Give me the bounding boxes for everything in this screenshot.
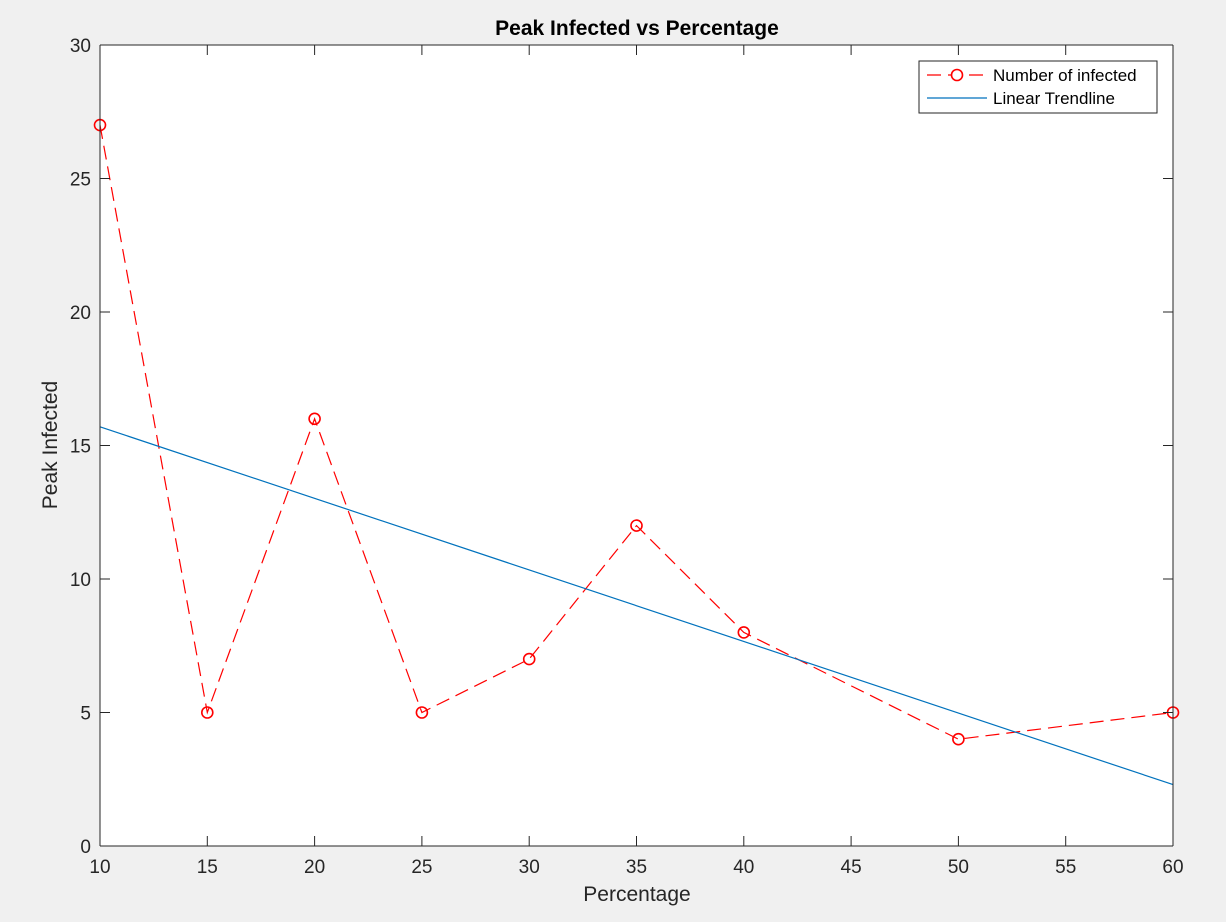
legend-entry-label: Number of infected <box>993 66 1137 85</box>
legend: Number of infected Linear Trendline <box>918 60 1158 114</box>
x-tick-label: 50 <box>948 857 969 878</box>
data-point <box>737 626 751 639</box>
data-point <box>201 706 214 719</box>
y-tick-label: 30 <box>70 36 91 57</box>
chart-title: Peak Infected vs Percentage <box>495 17 779 40</box>
y-tick-label: 10 <box>70 570 91 591</box>
x-axis-label: Percentage <box>583 883 690 906</box>
y-tick-label: 25 <box>70 170 91 191</box>
x-tick-label: 40 <box>733 857 754 878</box>
x-tick-label: 25 <box>411 857 432 878</box>
x-tick-label: 20 <box>304 857 325 878</box>
x-tick-label: 35 <box>626 857 647 878</box>
data-point <box>415 706 429 719</box>
data-point <box>952 732 965 746</box>
y-tick-label: 5 <box>80 704 91 725</box>
data-point <box>308 412 321 426</box>
x-tick-label: 45 <box>841 857 862 878</box>
data-point <box>522 652 536 666</box>
x-tick-label: 30 <box>519 857 540 878</box>
x-tick-label: 10 <box>89 857 110 878</box>
y-tick-label: 20 <box>70 303 91 324</box>
y-axis-label: Peak Infected <box>39 381 62 509</box>
series-line-2 <box>99 426 1174 786</box>
x-tick-label: 60 <box>1162 857 1183 878</box>
series-line-1 <box>99 124 1174 740</box>
legend-swatch-marker <box>950 68 964 82</box>
data-point <box>630 519 643 532</box>
y-tick-label: 0 <box>80 837 91 858</box>
x-tick-label: 15 <box>197 857 218 878</box>
x-tick-label: 55 <box>1055 857 1076 878</box>
plot-area <box>100 45 1173 846</box>
legend-entry-label: Linear Trendline <box>993 89 1115 108</box>
y-tick-label: 15 <box>70 437 91 458</box>
